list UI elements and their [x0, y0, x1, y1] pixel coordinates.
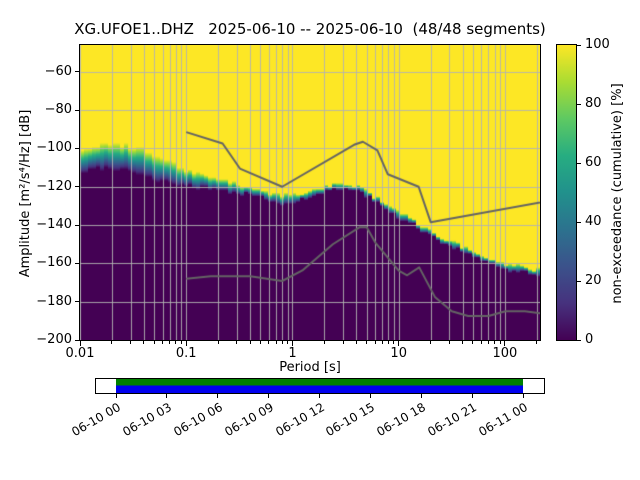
y-tick-label: −60: [44, 63, 72, 79]
timeline-tick-mark: [522, 394, 524, 398]
timeline-frame: [95, 378, 545, 394]
x-axis-label: Period [s]: [279, 360, 341, 375]
x-tick-mark: [185, 341, 187, 346]
colorbar-tick-mark: [577, 162, 581, 164]
x-minor-tick-mark: [494, 341, 496, 344]
x-minor-tick-mark: [393, 341, 395, 344]
x-minor-tick-mark: [430, 341, 432, 344]
timeline-tick-mark: [420, 394, 422, 398]
y-tick-label: −180: [36, 293, 72, 309]
x-minor-tick-mark: [480, 341, 482, 344]
timeline-date-label: 06-10 21: [425, 400, 480, 440]
y-tick-mark: [75, 224, 79, 226]
x-tick-label: 1: [288, 346, 297, 361]
x-minor-tick-mark: [249, 341, 251, 344]
timeline-tick-mark: [319, 394, 320, 398]
x-minor-tick-mark: [130, 341, 132, 344]
y-tick-mark: [75, 186, 79, 188]
x-tick-label: 10: [390, 346, 407, 361]
y-tick-label: −200: [36, 332, 72, 347]
y-tick-mark: [75, 147, 79, 149]
x-minor-tick-mark: [472, 341, 474, 344]
x-minor-tick-mark: [323, 341, 325, 344]
x-minor-tick-mark: [175, 341, 177, 344]
colorbar-tick-mark: [577, 103, 581, 105]
colorbar-tick-mark: [577, 44, 581, 46]
x-minor-tick-mark: [462, 341, 464, 344]
y-tick-mark: [75, 339, 79, 341]
x-tick-mark: [79, 341, 81, 346]
y-tick-mark: [75, 71, 79, 73]
timeline-coverage-bar: [116, 379, 523, 393]
y-tick-label: −140: [36, 217, 72, 233]
colorbar-tick-label: 60: [585, 155, 602, 170]
colorbar-tick-label: 80: [585, 96, 602, 111]
x-minor-tick-mark: [275, 341, 277, 344]
plot-title: XG.UFOE1..DHZ 2025-06-10 -- 2025-06-10 (…: [74, 20, 546, 38]
x-minor-tick-mark: [448, 341, 450, 344]
colorbar-tick-label: 0: [585, 332, 594, 347]
x-tick-label: 0.1: [175, 346, 197, 361]
x-minor-tick-mark: [143, 341, 145, 344]
timeline-tick-mark: [369, 394, 371, 398]
x-minor-tick-mark: [355, 341, 357, 344]
colorbar-tick-label: 40: [585, 214, 602, 229]
timeline-date-label: 06-10 00: [69, 400, 123, 440]
colorbar-tick-mark: [577, 280, 581, 282]
timeline-date-label: 06-10 06: [171, 400, 225, 440]
x-tick-mark: [291, 341, 293, 346]
timeline-date-label: 06-10 03: [120, 400, 174, 440]
x-minor-tick-mark: [287, 341, 289, 344]
colorbar-tick-mark: [577, 339, 581, 341]
colorbar-gradient: [556, 44, 577, 341]
timeline-date-label: 06-11 00: [476, 400, 530, 440]
timeline-tick-mark: [268, 394, 270, 398]
y-tick-mark: [75, 262, 79, 264]
x-minor-tick-mark: [487, 341, 489, 344]
x-minor-tick-mark: [342, 341, 344, 344]
y-tick-label: −100: [36, 140, 72, 156]
timeline-tick-mark: [471, 394, 473, 398]
x-minor-tick-mark: [169, 341, 171, 344]
x-minor-tick-mark: [366, 341, 368, 344]
timeline-date-label: 06-10 15: [323, 400, 378, 440]
colorbar-label: non-exceedance (cumulative) [%]: [610, 83, 625, 304]
y-tick-mark: [75, 109, 79, 111]
x-minor-tick-mark: [259, 341, 261, 344]
x-minor-tick-mark: [153, 341, 155, 344]
y-tick-label: −120: [36, 178, 72, 194]
plot-frame: [79, 44, 541, 341]
timeline-date-label: 06-10 18: [374, 400, 429, 440]
y-tick-mark: [75, 301, 79, 303]
y-tick-label: −80: [44, 102, 72, 118]
timeline-tick-mark: [115, 394, 117, 398]
x-minor-tick-mark: [162, 341, 164, 344]
timeline-tick-mark: [217, 394, 219, 398]
x-tick-mark: [504, 341, 506, 346]
timeline-date-label: 06-10 12: [272, 400, 327, 440]
colorbar-tick-mark: [577, 221, 581, 223]
x-tick-label: 0.01: [65, 346, 95, 361]
x-tick-mark: [398, 341, 400, 346]
ppsd-heatmap-canvas: [80, 45, 540, 340]
x-minor-tick-mark: [281, 341, 283, 344]
x-minor-tick-mark: [387, 341, 389, 344]
x-minor-tick-mark: [217, 341, 219, 344]
x-minor-tick-mark: [381, 341, 383, 344]
x-minor-tick-mark: [180, 341, 182, 344]
x-minor-tick-mark: [111, 341, 113, 344]
x-minor-tick-mark: [236, 341, 238, 344]
x-minor-tick-mark: [536, 341, 538, 344]
colorbar-tick-label: 100: [585, 37, 610, 52]
x-tick-label: 100: [492, 346, 518, 361]
colorbar-tick-label: 20: [585, 273, 602, 288]
y-tick-label: −160: [36, 255, 72, 271]
x-minor-tick-mark: [268, 341, 270, 344]
x-minor-tick-mark: [374, 341, 376, 344]
x-minor-tick-mark: [499, 341, 501, 344]
timeline-tick-mark: [166, 394, 168, 398]
timeline-date-label: 06-10 09: [221, 400, 276, 440]
